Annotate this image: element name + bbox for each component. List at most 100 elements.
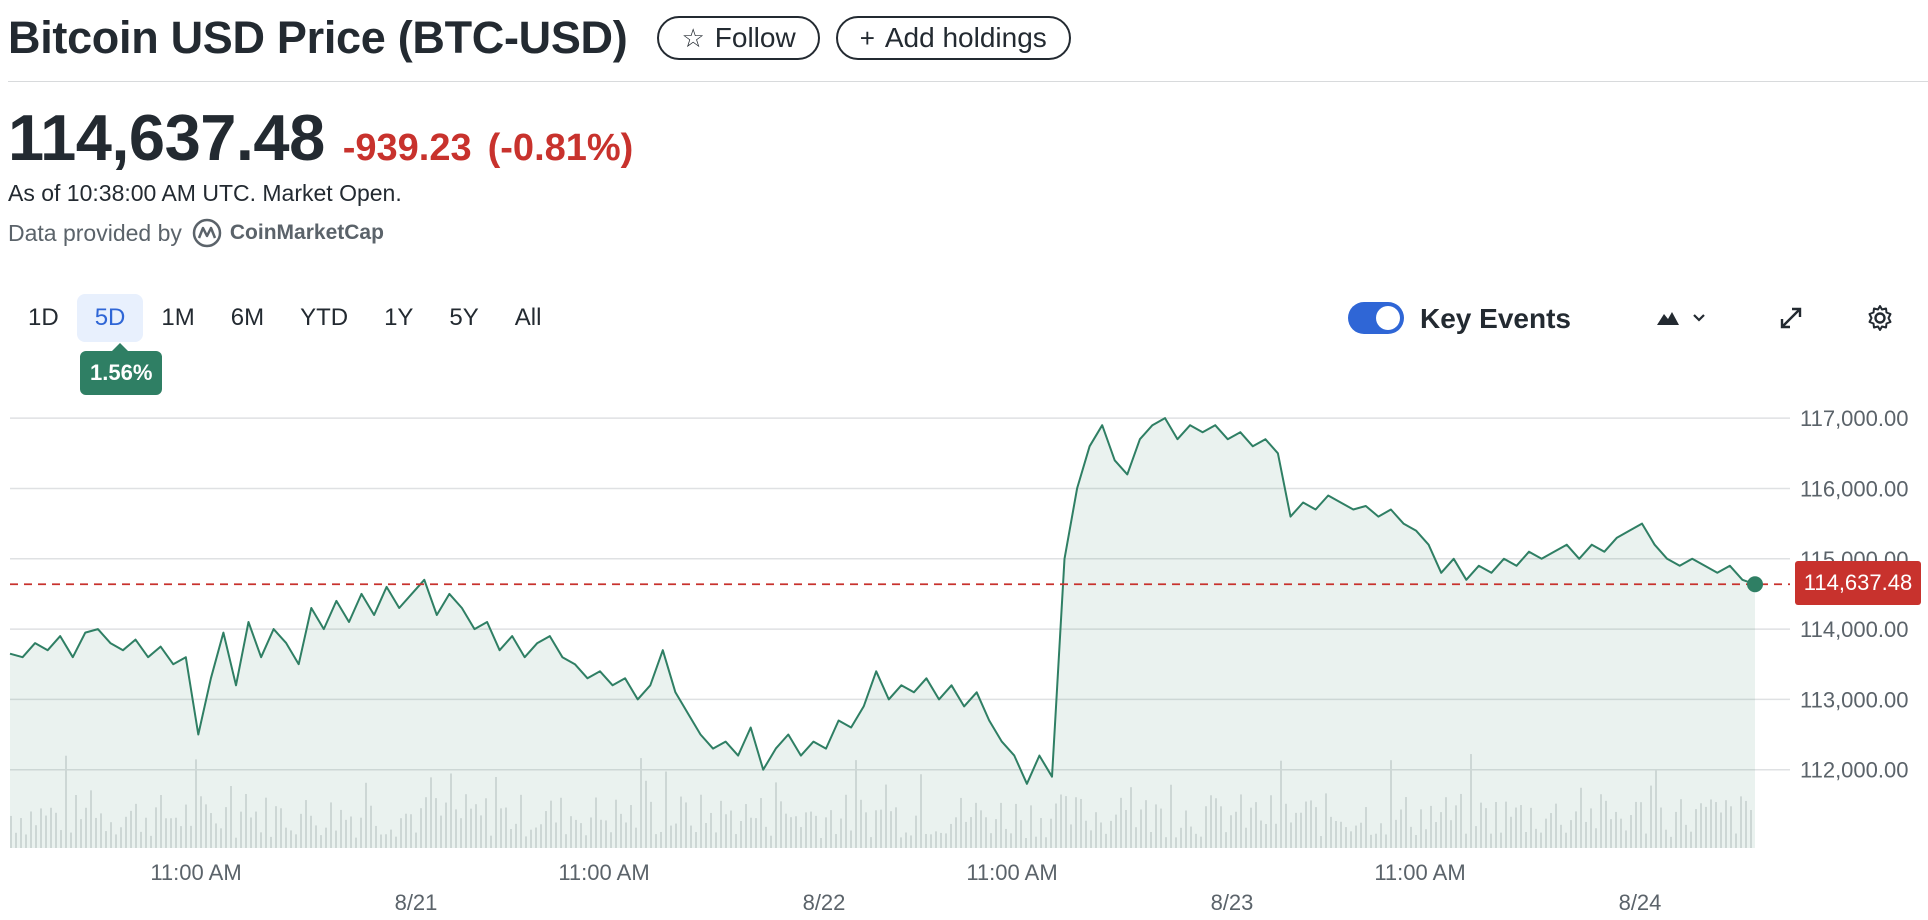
volume-bar xyxy=(1595,828,1597,848)
volume-bar xyxy=(1140,809,1142,848)
volume-bar xyxy=(510,828,512,848)
follow-button[interactable]: ☆ Follow xyxy=(657,16,820,60)
range-5d[interactable]: 5D xyxy=(76,294,144,342)
volume-bar xyxy=(1100,822,1102,848)
volume-bar xyxy=(1075,797,1077,848)
volume-bar xyxy=(1615,811,1617,848)
volume-bar xyxy=(515,823,517,848)
x-date-label: 8/22 xyxy=(803,890,846,915)
volume-bar xyxy=(770,835,772,848)
volume-bar xyxy=(710,812,712,848)
volume-bar xyxy=(670,825,672,848)
volume-bar xyxy=(410,814,412,848)
volume-bar xyxy=(1695,809,1697,848)
volume-bar xyxy=(275,806,277,848)
volume-bar xyxy=(1620,818,1622,848)
volume-bar xyxy=(600,819,602,848)
volume-bar xyxy=(230,785,232,848)
range-all[interactable]: All xyxy=(514,304,542,331)
volume-bar xyxy=(175,817,177,848)
volume-bar xyxy=(890,811,892,848)
x-date-label: 8/24 xyxy=(1619,890,1662,915)
volume-bar xyxy=(255,811,257,848)
volume-bar xyxy=(1300,812,1302,848)
price-change: -939.23 xyxy=(342,127,472,169)
volume-bar xyxy=(665,771,667,848)
volume-bar xyxy=(1225,832,1227,848)
volume-bar xyxy=(1515,807,1517,848)
range-1m[interactable]: 1M xyxy=(161,304,195,331)
volume-bar xyxy=(1490,833,1492,848)
volume-bar xyxy=(20,818,22,848)
gear-icon xyxy=(1868,305,1892,331)
price-line xyxy=(9,417,1756,785)
volume-bar xyxy=(675,823,677,848)
volume-bar xyxy=(1745,800,1747,848)
volume-bar xyxy=(1260,820,1262,848)
volume-bar xyxy=(1665,829,1667,848)
coinmarketcap-link[interactable]: CoinMarketCap xyxy=(192,218,384,248)
page-title: Bitcoin USD Price (BTC-USD) xyxy=(8,12,628,63)
volume-bar xyxy=(425,797,427,848)
volume-bar xyxy=(365,782,367,848)
add-holdings-button[interactable]: + Add holdings xyxy=(835,16,1071,60)
volume-bar xyxy=(305,800,307,848)
volume-bar xyxy=(490,835,492,848)
volume-bar xyxy=(1370,834,1372,848)
volume-bar xyxy=(370,805,372,848)
volume-bar xyxy=(80,819,82,848)
price-change-percent: (-0.81%) xyxy=(487,127,634,169)
volume-bar xyxy=(760,798,762,848)
volume-bar xyxy=(1590,808,1592,848)
volume-bar xyxy=(615,799,617,848)
volume-bar xyxy=(330,802,332,848)
volume-bar xyxy=(920,774,922,848)
x-time-label: 11:00 AM xyxy=(1374,860,1465,885)
chart-type-button[interactable] xyxy=(1656,300,1708,336)
volume-bar xyxy=(1385,834,1387,848)
range-1y[interactable]: 1Y xyxy=(384,304,414,331)
volume-bar xyxy=(380,834,382,848)
volume-bar xyxy=(550,800,552,848)
current-price-dot xyxy=(1747,576,1763,593)
key-events-toggle[interactable] xyxy=(1348,302,1404,334)
volume-bar xyxy=(360,817,362,848)
volume-bar xyxy=(1255,802,1257,848)
volume-bar xyxy=(495,776,497,848)
volume-bar xyxy=(1275,823,1277,848)
volume-bar xyxy=(870,837,872,848)
volume-bar xyxy=(140,831,142,848)
volume-bar xyxy=(1535,828,1537,848)
volume-bar xyxy=(1610,819,1612,848)
volume-bar xyxy=(435,798,437,848)
header-divider xyxy=(8,81,1928,82)
volume-bar xyxy=(1600,794,1602,848)
range-ytd[interactable]: YTD xyxy=(300,304,349,331)
range-6m[interactable]: 6M xyxy=(230,304,265,331)
volume-bar xyxy=(260,832,262,848)
volume-bar xyxy=(885,784,887,848)
chart-settings-button[interactable] xyxy=(1866,300,1894,336)
volume-bar xyxy=(445,802,447,848)
y-tick-label: 112,000.00 xyxy=(1800,758,1908,783)
volume-bar xyxy=(465,794,467,848)
volume-bar xyxy=(1205,806,1207,848)
volume-bar xyxy=(1340,821,1342,848)
volume-bar xyxy=(1285,803,1287,848)
volume-bar xyxy=(75,794,77,848)
volume-bar xyxy=(285,827,287,848)
range-5y[interactable]: 5Y xyxy=(449,304,479,331)
volume-bar xyxy=(480,815,482,848)
volume-bar xyxy=(780,801,782,848)
price-chart[interactable]: 117,000.00116,000.00115,000.00114,000.00… xyxy=(0,370,1928,920)
volume-bar xyxy=(1020,820,1022,848)
volume-bar xyxy=(720,800,722,848)
expand-icon xyxy=(1780,307,1802,329)
volume-bar xyxy=(735,834,737,848)
quote-row: 114,637.48 -939.23 (-0.81%) xyxy=(8,100,633,175)
volume-bar xyxy=(195,759,197,848)
volume-bar xyxy=(745,804,747,848)
range-1d[interactable]: 1D xyxy=(28,304,59,331)
expand-button[interactable] xyxy=(1778,300,1804,336)
volume-bar xyxy=(1050,818,1052,848)
